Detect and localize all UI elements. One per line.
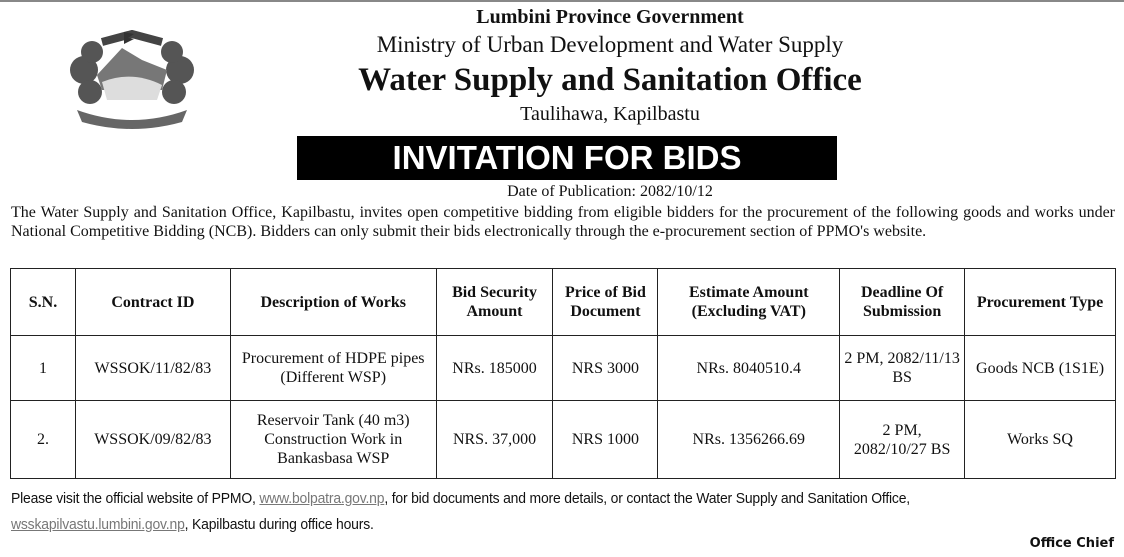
footer-text: , for bid documents and more details, or… — [384, 490, 910, 507]
top-border — [0, 0, 1124, 2]
footer-text: Please visit the official website of PPM… — [11, 490, 260, 507]
ppmo-link[interactable]: www.bolpatra.gov.np — [259, 490, 385, 507]
footer-paragraph: Please visit the official website of PPM… — [11, 486, 1038, 538]
col-header: Price of Bid Document — [552, 268, 659, 336]
cell-description: Procurement of HDPE pipes (Different WSP… — [229, 335, 437, 401]
nepal-emblem-logo — [70, 30, 194, 129]
cell-doc-price: NRS 3000 — [552, 335, 659, 401]
cell-contract-id: WSSOK/11/82/83 — [74, 335, 231, 401]
cell-description: Reservoir Tank (40 m3) Construction Work… — [229, 400, 437, 479]
footer-text: , Kapilbastu during office hours. — [184, 516, 374, 533]
cell-sn: 2. — [10, 400, 76, 479]
office-name: Water Supply and Sanitation Office — [358, 62, 862, 98]
col-header: Contract ID — [74, 268, 231, 336]
cell-contract-id: WSSOK/09/82/83 — [74, 400, 231, 479]
cell-type: Works SQ — [964, 400, 1116, 479]
col-header: S.N. — [10, 268, 76, 336]
cell-sn: 1 — [10, 335, 76, 401]
cell-estimate: NRs. 1356266.69 — [657, 400, 841, 479]
cell-estimate: NRs. 8040510.4 — [657, 335, 841, 401]
table-row: 2. WSSOK/09/82/83 Reservoir Tank (40 m3)… — [10, 400, 1116, 479]
col-header: Procurement Type — [964, 268, 1116, 336]
cell-type: Goods NCB (1S1E) — [964, 335, 1116, 401]
office-website-link[interactable]: wsskapilvastu.lumbini.gov.np — [11, 516, 185, 533]
col-header: Estimate Amount (Excluding VAT) — [657, 268, 841, 336]
cell-bid-security: NRS. 37,000 — [435, 400, 554, 479]
cell-bid-security: NRs. 185000 — [435, 335, 554, 401]
cell-deadline: 2 PM, 2082/11/13 BS — [839, 335, 966, 401]
col-header: Bid Security Amount — [435, 268, 554, 336]
office-location: Taulihawa, Kapilbastu — [520, 103, 700, 125]
cell-deadline: 2 PM, 2082/10/27 BS — [839, 400, 966, 479]
cell-doc-price: NRS 1000 — [552, 400, 659, 479]
notice-title-banner: INVITATION FOR BIDS — [297, 136, 837, 180]
col-header: Deadline Of Submission — [839, 268, 966, 336]
ministry-name: Ministry of Urban Development and Water … — [376, 32, 844, 57]
table-header-row: S.N. Contract ID Description of Works Bi… — [10, 268, 1116, 336]
bids-table: S.N. Contract ID Description of Works Bi… — [10, 268, 1116, 479]
col-header: Description of Works — [229, 268, 437, 336]
table-row: 1 WSSOK/11/82/83 Procurement of HDPE pip… — [10, 335, 1116, 401]
publication-date: Date of Publication: 2082/10/12 — [507, 183, 713, 200]
signature-office-chief: Office Chief — [1029, 536, 1114, 551]
province-name: Lumbini Province Government — [476, 6, 744, 28]
intro-paragraph: The Water Supply and Sanitation Office, … — [11, 204, 1115, 240]
